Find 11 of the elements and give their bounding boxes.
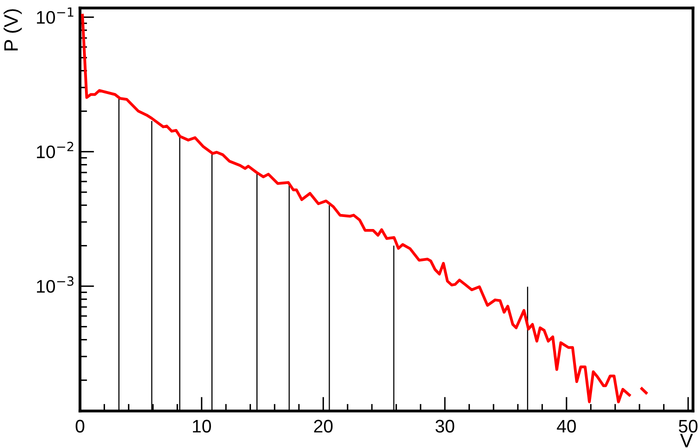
y-axis-title: P (V) <box>4 9 22 50</box>
y-tick-label: 10$^{−2}$ <box>36 142 74 158</box>
x-tick-label: 30 <box>436 420 454 433</box>
x-tick-label: 50 <box>678 420 698 433</box>
x-tick-label: 40 <box>556 420 576 433</box>
x-axis-title: V <box>680 434 693 448</box>
y-tick-label: 10$^{−3}$ <box>36 276 74 293</box>
x-tick-label: 0 <box>76 420 84 433</box>
y-tick-label: 10$^{−1}$ <box>36 7 74 24</box>
x-tick-label: 20 <box>314 420 333 433</box>
x-tick-label: 10 <box>192 420 211 433</box>
